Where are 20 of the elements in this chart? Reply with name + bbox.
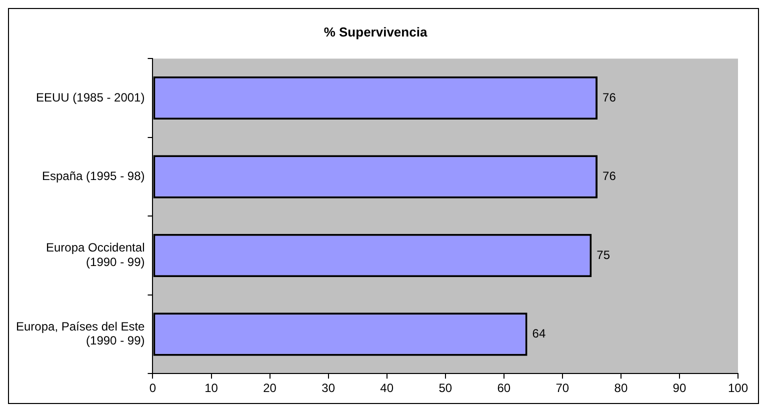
x-tick-label: 100	[728, 381, 748, 396]
x-tick-label: 20	[263, 381, 277, 396]
y-tick-label: Europa Occidental (1990 - 99)	[46, 240, 145, 269]
x-tick-label: 90	[672, 381, 686, 396]
x-tick-label: 0	[149, 381, 156, 396]
x-tick-label: 40	[380, 381, 394, 396]
data-label: 76	[602, 169, 616, 184]
data-label: 76	[602, 90, 616, 104]
x-tick-label: 70	[556, 381, 570, 396]
data-label: 75	[596, 248, 610, 262]
y-tick-label: EEUU (1985 - 2001)	[36, 90, 145, 104]
data-label: 64	[532, 326, 546, 341]
x-tick-label: 50	[438, 381, 452, 396]
x-tick-label: 30	[322, 381, 336, 396]
chart-title: % Supervivencia	[324, 24, 428, 40]
y-tick-label: Europa, Países del Este (1990 - 99)	[16, 319, 146, 348]
x-tick-label: 60	[497, 381, 511, 396]
x-tick-label: 80	[614, 381, 628, 396]
x-tick-label: 10	[204, 381, 218, 396]
y-tick-label: España (1995 - 98)	[42, 169, 145, 184]
